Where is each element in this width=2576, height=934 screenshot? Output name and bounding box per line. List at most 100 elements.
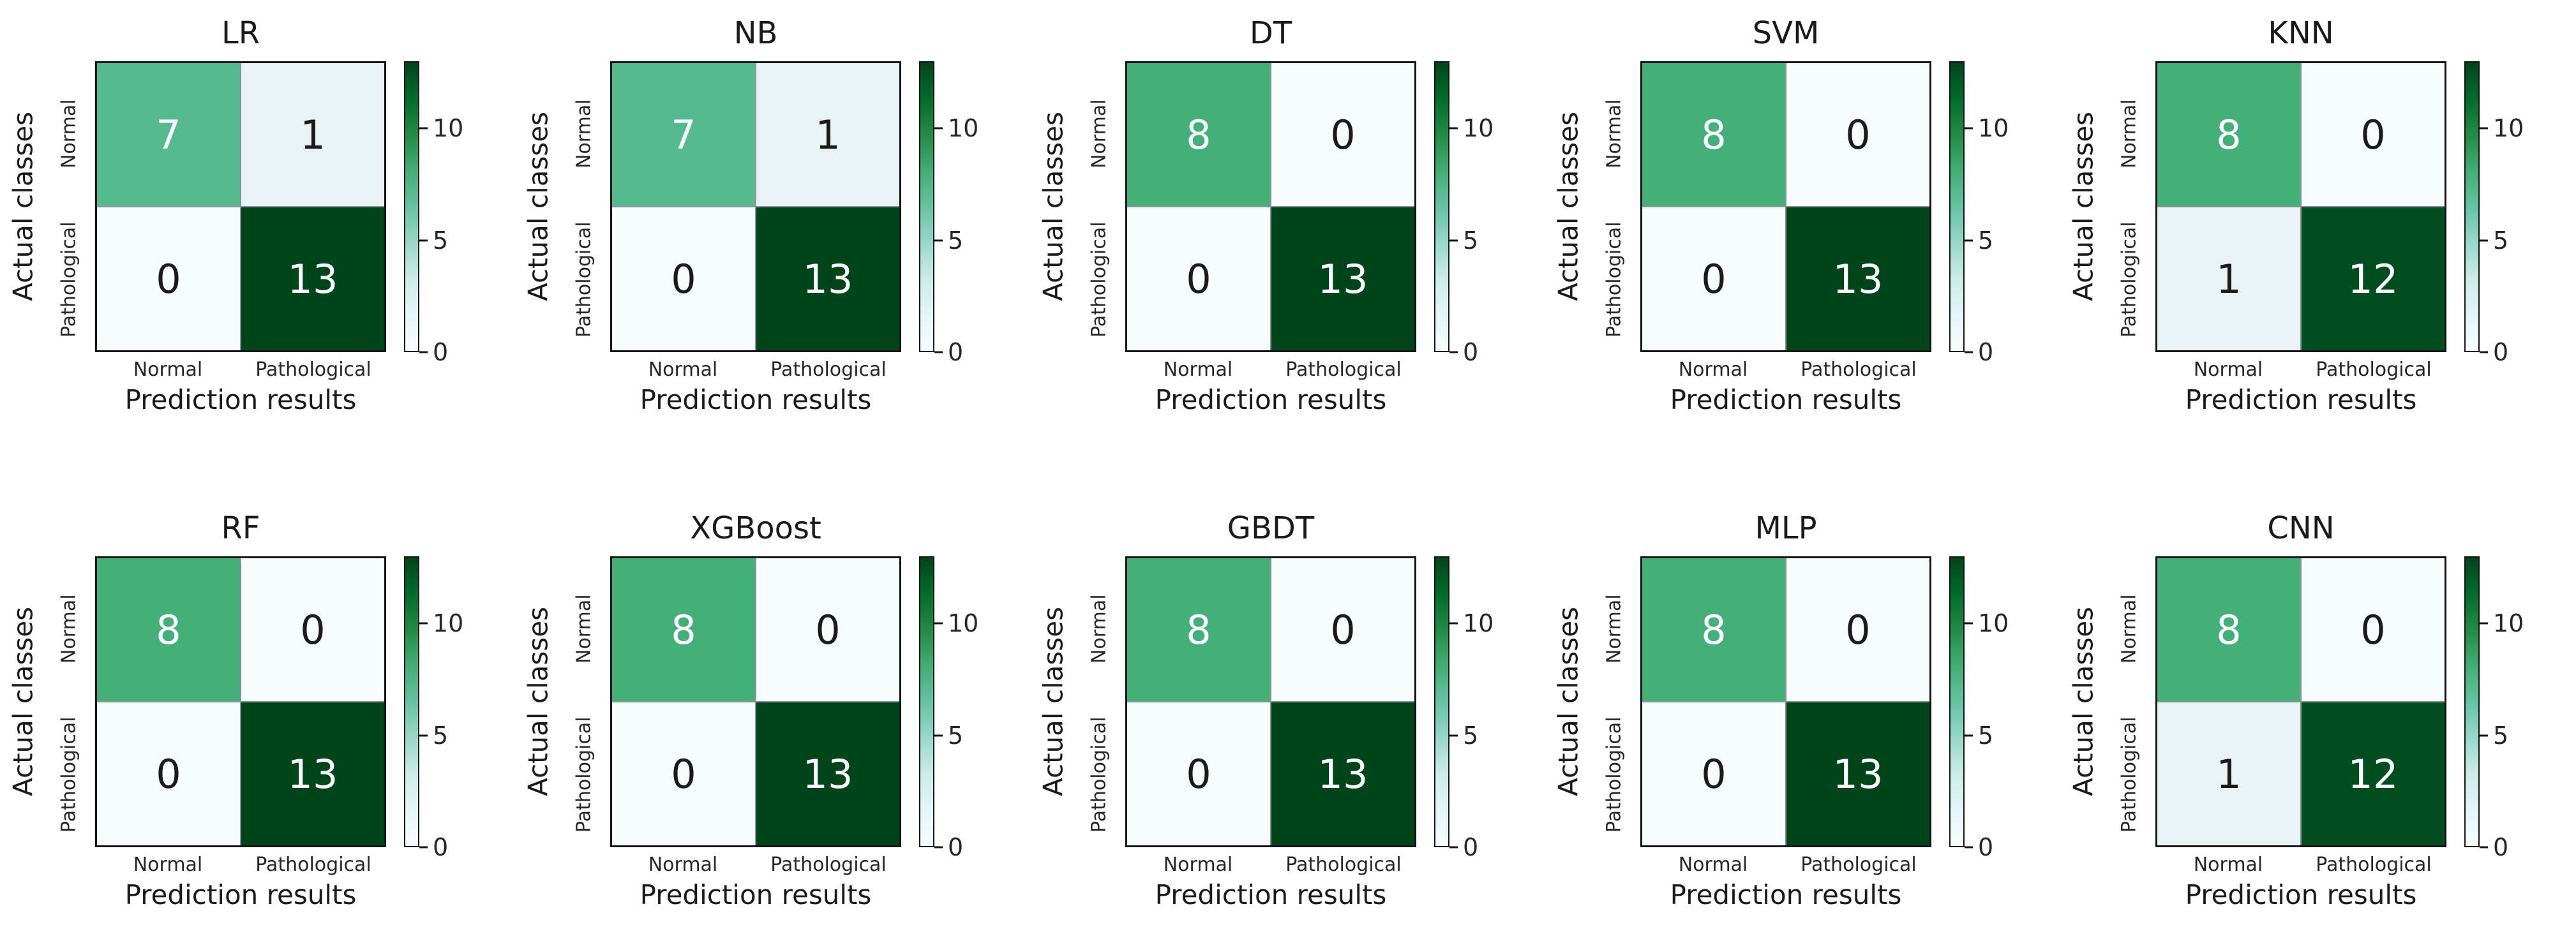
x-tick-label-pathological: Pathological bbox=[770, 359, 887, 381]
colorbar-tick-label: 0 bbox=[2493, 338, 2509, 366]
subplot-title: CNN bbox=[2267, 510, 2335, 546]
x-tick-label-normal: Normal bbox=[133, 359, 203, 381]
subplot-title: XGBoost bbox=[690, 510, 821, 546]
subplot-title: KNN bbox=[2268, 15, 2334, 51]
colorbar-tick-label: 5 bbox=[2493, 226, 2509, 255]
cell-r0c0: 8 bbox=[97, 558, 240, 701]
colorbar-tick-label: 10 bbox=[433, 114, 464, 143]
x-tick-label-pathological: Pathological bbox=[770, 854, 887, 876]
heatmap-grid: 8 0 0 13 bbox=[610, 556, 901, 847]
y-axis-label: Actual classes bbox=[7, 607, 39, 797]
cell-r1c0: 0 bbox=[97, 207, 240, 350]
y-tick-label-pathological: Pathological bbox=[1088, 221, 1111, 337]
x-axis-label: Prediction results bbox=[640, 879, 872, 910]
y-axis-label: Actual classes bbox=[522, 112, 554, 302]
x-tick-label-pathological: Pathological bbox=[1285, 359, 1402, 381]
subplot-title: SVM bbox=[1752, 15, 1820, 51]
confusion-matrix-subplot: NB Actual classes Normal Pathological 7 … bbox=[515, 0, 1030, 467]
x-tick-label-normal: Normal bbox=[2193, 854, 2263, 876]
y-tick-label-normal: Normal bbox=[573, 594, 595, 664]
colorbar bbox=[919, 61, 934, 352]
cell-r0c1: 0 bbox=[241, 558, 384, 701]
x-tick-labels: Normal Pathological bbox=[610, 854, 901, 876]
colorbar-tick-mark bbox=[934, 734, 943, 737]
x-axis-label: Prediction results bbox=[1155, 384, 1387, 415]
colorbar-tick-mark bbox=[419, 239, 428, 242]
heatmap-grid: 8 0 1 12 bbox=[2155, 61, 2446, 352]
colorbar-tick-label: 0 bbox=[948, 338, 964, 366]
colorbar-tick-label: 10 bbox=[2493, 114, 2524, 143]
y-tick-label-pathological: Pathological bbox=[1603, 221, 1626, 337]
cell-r1c0: 0 bbox=[1127, 702, 1270, 845]
cell-r1c0: 0 bbox=[612, 702, 755, 845]
confusion-matrix-subplot: CNN Actual classes Normal Pathological 8… bbox=[2060, 467, 2575, 934]
cell-r0c0: 8 bbox=[1127, 558, 1270, 701]
y-axis-label: Actual classes bbox=[1037, 112, 1069, 302]
x-tick-label-normal: Normal bbox=[648, 854, 718, 876]
x-tick-label-pathological: Pathological bbox=[255, 359, 371, 381]
x-tick-label-normal: Normal bbox=[1678, 359, 1748, 381]
y-axis-label: Actual classes bbox=[522, 607, 554, 797]
y-tick-label-normal: Normal bbox=[57, 594, 80, 664]
x-axis-label: Prediction results bbox=[124, 384, 357, 415]
colorbar-tick-label: 5 bbox=[1463, 226, 1479, 255]
cell-r1c0: 0 bbox=[612, 207, 755, 350]
colorbar-tick-mark bbox=[1965, 846, 1973, 849]
x-tick-label-normal: Normal bbox=[1678, 854, 1748, 876]
cell-r0c1: 0 bbox=[2302, 63, 2445, 206]
colorbar bbox=[919, 556, 934, 847]
colorbar-tick-label: 0 bbox=[1463, 833, 1479, 861]
x-tick-label-pathological: Pathological bbox=[2316, 359, 2432, 381]
y-tick-label-normal: Normal bbox=[2118, 594, 2141, 664]
heatmap-grid: 8 0 0 13 bbox=[95, 556, 386, 847]
colorbar-tick-mark bbox=[419, 622, 428, 625]
x-tick-label-pathological: Pathological bbox=[1801, 854, 1917, 876]
heatmap-grid: 7 1 0 13 bbox=[610, 61, 901, 352]
confusion-matrix-subplot: LR Actual classes Normal Pathological 7 … bbox=[0, 0, 515, 467]
colorbar-tick-label: 10 bbox=[948, 114, 979, 143]
colorbar-tick-label: 10 bbox=[1463, 609, 1494, 638]
x-tick-label-normal: Normal bbox=[1163, 854, 1233, 876]
y-tick-label-normal: Normal bbox=[1088, 594, 1111, 664]
colorbar-tick-mark bbox=[934, 622, 943, 625]
subplot-title: MLP bbox=[1755, 510, 1817, 546]
x-tick-label-normal: Normal bbox=[133, 854, 203, 876]
colorbar-tick-mark bbox=[2480, 846, 2488, 849]
y-tick-label-normal: Normal bbox=[2118, 99, 2141, 169]
x-tick-labels: Normal Pathological bbox=[1125, 359, 1416, 381]
cell-r1c1: 13 bbox=[241, 702, 384, 845]
x-tick-label-normal: Normal bbox=[2193, 359, 2263, 381]
colorbar-tick-label: 0 bbox=[433, 833, 449, 861]
x-tick-labels: Normal Pathological bbox=[1125, 854, 1416, 876]
colorbar bbox=[2464, 61, 2480, 352]
subplot-title: DT bbox=[1249, 15, 1292, 51]
cell-r0c1: 1 bbox=[756, 63, 899, 206]
x-tick-labels: Normal Pathological bbox=[95, 854, 386, 876]
colorbar-tick-mark bbox=[1449, 622, 1458, 625]
y-tick-label-pathological: Pathological bbox=[2118, 716, 2141, 833]
y-axis-label: Actual classes bbox=[2067, 607, 2099, 797]
colorbar-tick-mark bbox=[1449, 239, 1458, 242]
x-tick-labels: Normal Pathological bbox=[1640, 359, 1931, 381]
colorbar-tick-mark bbox=[1965, 239, 1973, 242]
x-tick-labels: Normal Pathological bbox=[610, 359, 901, 381]
y-tick-label-pathological: Pathological bbox=[1603, 716, 1626, 833]
colorbar-tick-label: 0 bbox=[433, 338, 449, 366]
cell-r1c1: 13 bbox=[1786, 207, 1929, 350]
y-tick-label-pathological: Pathological bbox=[57, 716, 80, 833]
cell-r1c1: 13 bbox=[756, 702, 899, 845]
colorbar-tick-label: 10 bbox=[1463, 114, 1494, 143]
cell-r0c0: 8 bbox=[1642, 63, 1785, 206]
cell-r1c0: 0 bbox=[1127, 207, 1270, 350]
cell-r0c1: 0 bbox=[2302, 558, 2445, 701]
y-tick-label-normal: Normal bbox=[57, 99, 80, 169]
colorbar-tick-mark bbox=[934, 127, 943, 130]
cell-r1c0: 0 bbox=[1642, 207, 1785, 350]
colorbar bbox=[404, 61, 419, 352]
colorbar-tick-label: 10 bbox=[1978, 114, 2009, 143]
cell-r0c0: 7 bbox=[97, 63, 240, 206]
x-tick-labels: Normal Pathological bbox=[1640, 854, 1931, 876]
y-axis-label: Actual classes bbox=[1037, 607, 1069, 797]
x-axis-label: Prediction results bbox=[1155, 879, 1387, 910]
colorbar-tick-label: 5 bbox=[948, 226, 964, 255]
